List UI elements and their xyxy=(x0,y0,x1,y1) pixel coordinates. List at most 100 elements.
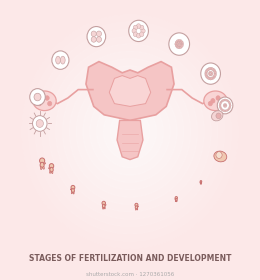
Circle shape xyxy=(207,68,209,71)
Ellipse shape xyxy=(104,207,105,209)
Polygon shape xyxy=(109,76,151,106)
Circle shape xyxy=(133,32,138,37)
Circle shape xyxy=(175,44,178,47)
Ellipse shape xyxy=(176,199,177,201)
Circle shape xyxy=(211,99,215,103)
Circle shape xyxy=(178,46,180,49)
Circle shape xyxy=(223,99,225,101)
Circle shape xyxy=(207,76,209,79)
Ellipse shape xyxy=(102,204,105,208)
Ellipse shape xyxy=(212,111,223,121)
Circle shape xyxy=(180,41,183,44)
Ellipse shape xyxy=(200,182,202,184)
Circle shape xyxy=(221,109,223,111)
Circle shape xyxy=(229,104,231,106)
Circle shape xyxy=(133,25,138,30)
Ellipse shape xyxy=(137,208,138,210)
Ellipse shape xyxy=(70,189,72,190)
Circle shape xyxy=(49,44,211,219)
Polygon shape xyxy=(86,62,174,120)
Circle shape xyxy=(181,43,184,46)
Circle shape xyxy=(206,75,208,78)
Circle shape xyxy=(216,152,222,158)
Circle shape xyxy=(211,67,213,70)
Circle shape xyxy=(209,77,212,80)
Text: shutterstock.com · 1270361056: shutterstock.com · 1270361056 xyxy=(86,272,174,277)
Circle shape xyxy=(76,73,184,190)
Circle shape xyxy=(175,43,177,46)
Ellipse shape xyxy=(96,37,101,42)
Circle shape xyxy=(28,22,232,241)
Circle shape xyxy=(205,72,207,75)
Circle shape xyxy=(221,100,223,102)
Text: STAGES OF FERTILIZATION AND DEVELOPMENT: STAGES OF FERTILIZATION AND DEVELOPMENT xyxy=(29,254,231,263)
Circle shape xyxy=(179,40,182,43)
Circle shape xyxy=(225,106,226,107)
Circle shape xyxy=(213,75,216,78)
Circle shape xyxy=(62,59,198,205)
Ellipse shape xyxy=(105,205,106,206)
Circle shape xyxy=(225,104,226,105)
Circle shape xyxy=(227,109,229,111)
Circle shape xyxy=(36,120,43,127)
Ellipse shape xyxy=(96,31,101,37)
Circle shape xyxy=(212,68,215,71)
Circle shape xyxy=(136,33,141,38)
Circle shape xyxy=(177,45,179,47)
Ellipse shape xyxy=(73,192,74,194)
Ellipse shape xyxy=(50,167,53,172)
Ellipse shape xyxy=(40,162,44,168)
Ellipse shape xyxy=(56,56,60,64)
Circle shape xyxy=(35,29,225,234)
Circle shape xyxy=(83,81,177,183)
Circle shape xyxy=(226,109,228,112)
Ellipse shape xyxy=(135,209,136,210)
Circle shape xyxy=(210,74,212,76)
Circle shape xyxy=(37,101,41,106)
Circle shape xyxy=(180,43,182,45)
Circle shape xyxy=(201,63,220,84)
Circle shape xyxy=(217,97,233,114)
Ellipse shape xyxy=(71,192,73,194)
Circle shape xyxy=(40,158,45,164)
Circle shape xyxy=(225,105,227,106)
Ellipse shape xyxy=(204,91,227,111)
Circle shape xyxy=(178,39,180,42)
Circle shape xyxy=(169,33,190,55)
Circle shape xyxy=(32,116,47,131)
Circle shape xyxy=(228,108,230,110)
Ellipse shape xyxy=(176,200,177,202)
Ellipse shape xyxy=(50,171,51,173)
Circle shape xyxy=(224,110,226,112)
Circle shape xyxy=(97,95,163,168)
Circle shape xyxy=(117,118,143,146)
Circle shape xyxy=(214,72,217,75)
Circle shape xyxy=(132,29,136,33)
Circle shape xyxy=(219,101,223,106)
Circle shape xyxy=(211,77,213,80)
Circle shape xyxy=(110,110,150,153)
Polygon shape xyxy=(117,120,143,160)
Ellipse shape xyxy=(91,31,96,37)
Ellipse shape xyxy=(201,183,202,184)
Circle shape xyxy=(136,24,141,29)
Circle shape xyxy=(30,89,45,106)
Circle shape xyxy=(211,73,213,75)
Circle shape xyxy=(179,46,182,48)
Circle shape xyxy=(176,40,179,43)
Circle shape xyxy=(141,29,145,33)
Circle shape xyxy=(229,103,231,105)
Ellipse shape xyxy=(214,151,227,162)
Circle shape xyxy=(49,164,54,168)
Circle shape xyxy=(214,74,216,76)
Circle shape xyxy=(177,41,179,44)
Ellipse shape xyxy=(72,189,74,193)
Circle shape xyxy=(210,71,212,73)
Ellipse shape xyxy=(51,171,53,174)
Ellipse shape xyxy=(103,207,104,209)
Ellipse shape xyxy=(44,163,45,164)
Ellipse shape xyxy=(135,206,138,209)
Circle shape xyxy=(34,93,41,101)
Circle shape xyxy=(200,181,202,182)
Circle shape xyxy=(177,43,179,45)
